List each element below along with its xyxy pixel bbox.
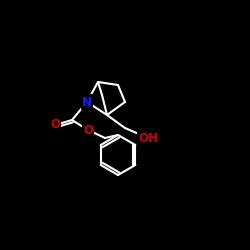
Text: OH: OH <box>138 132 158 144</box>
Text: O: O <box>83 124 93 136</box>
Text: N: N <box>82 96 92 108</box>
Text: O: O <box>50 118 60 132</box>
